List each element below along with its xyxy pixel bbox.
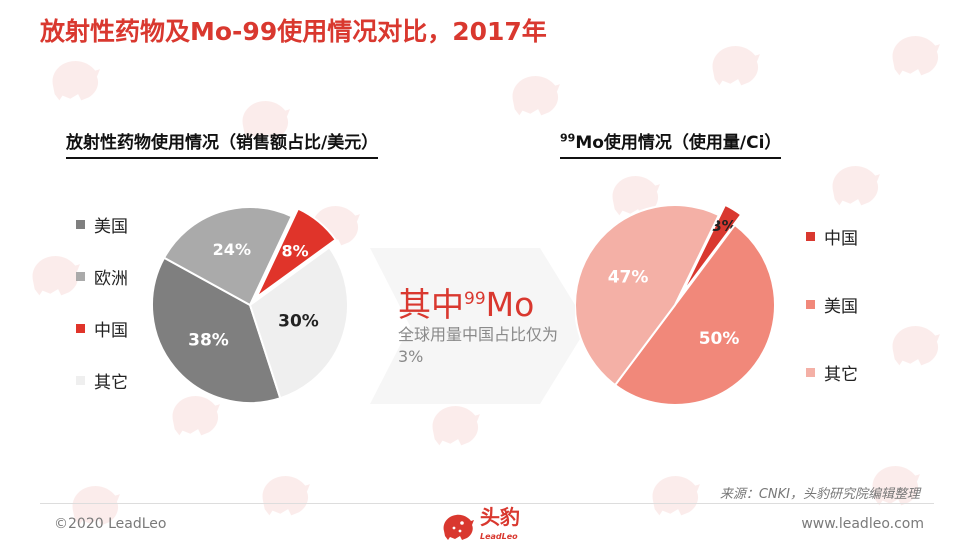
watermark-logo-icon bbox=[420, 400, 490, 454]
pie-data-label-2: 47% bbox=[608, 267, 649, 287]
legend2-label-other: 其它 bbox=[824, 364, 858, 385]
watermark-logo-icon bbox=[700, 40, 770, 94]
pie-slice-3 bbox=[248, 245, 349, 400]
legend2-label-usa: 美国 bbox=[824, 296, 858, 317]
legend-item-europe: 欧洲 bbox=[76, 264, 128, 289]
legend2-item-other: 其它 bbox=[806, 360, 858, 385]
legend2-swatch-other bbox=[806, 367, 815, 377]
copyright: ©2020 LeadLeo bbox=[54, 516, 167, 532]
right-chart-title: 99Mo使用情况（使用量/Ci） bbox=[560, 128, 782, 159]
left-pie-chart: 38% 24% 8% 30% bbox=[151, 206, 349, 404]
pie-data-label-2: 8% bbox=[282, 241, 309, 260]
watermark-logo-icon bbox=[880, 320, 950, 374]
pie-slice-0 bbox=[151, 256, 282, 404]
pie-data-label-1: 50% bbox=[699, 329, 740, 349]
website-link[interactable]: www.leadleo.com bbox=[801, 516, 924, 532]
legend2-label-china: 中国 bbox=[824, 228, 858, 249]
watermark-logo-icon bbox=[820, 160, 890, 214]
callout-main: 其中99Mo bbox=[398, 278, 534, 326]
legend-item-other: 其它 bbox=[76, 368, 128, 393]
legend-swatch-other bbox=[76, 375, 85, 385]
pie-data-label-0: 38% bbox=[188, 330, 229, 350]
legend-item-china: 中国 bbox=[76, 316, 128, 341]
legend-item-usa: 美国 bbox=[76, 212, 128, 237]
legend2-swatch-china bbox=[806, 231, 815, 241]
watermark-logo-icon bbox=[40, 55, 110, 109]
logo-text-block: 头豹 LeadLeo bbox=[480, 507, 520, 547]
pie-slice-1 bbox=[162, 206, 294, 307]
legend-label-china: 中国 bbox=[94, 320, 128, 341]
callout-arrow-shape bbox=[370, 248, 588, 404]
footer-divider bbox=[40, 503, 934, 504]
leopard-logo-icon bbox=[443, 514, 474, 540]
pie-slice-1 bbox=[613, 223, 776, 406]
watermark-logo-icon bbox=[640, 470, 710, 524]
right-chart-title-text: Mo使用情况（使用量/Ci） bbox=[575, 133, 782, 153]
pie-slice-2 bbox=[575, 204, 721, 387]
callout-main-text: 其中 bbox=[398, 285, 464, 324]
page-title: 放射性药物及Mo-99使用情况对比，2017年 bbox=[40, 17, 547, 46]
legend-swatch-china bbox=[76, 323, 85, 333]
source-note: 来源：CNKI，头豹研究院编辑整理 bbox=[719, 487, 920, 502]
callout-main-suffix: Mo bbox=[485, 285, 535, 324]
legend-label-other: 其它 bbox=[94, 372, 128, 393]
callout-sub: 全球用量中国占比仅为3% bbox=[398, 325, 559, 366]
watermark-logo-icon bbox=[500, 70, 570, 124]
right-pie-chart: 3%50%47% bbox=[575, 203, 776, 406]
right-chart-title-sup: 99 bbox=[560, 131, 576, 145]
pie-slice-2 bbox=[255, 207, 338, 299]
logo-sub: LeadLeo bbox=[480, 532, 518, 541]
legend2-item-usa: 美国 bbox=[806, 292, 858, 317]
left-chart-title: 放射性药物使用情况（销售额占比/美元） bbox=[66, 128, 379, 159]
footer-logo: 头豹 LeadLeo bbox=[440, 507, 540, 547]
legend-swatch-usa bbox=[76, 219, 85, 229]
legend2-item-china: 中国 bbox=[806, 224, 858, 249]
legend-label-europe: 欧洲 bbox=[94, 268, 128, 289]
callout: 其中99Mo 全球用量中国占比仅为3% bbox=[370, 248, 588, 404]
legend-swatch-europe bbox=[76, 271, 85, 281]
logo-text: 头豹 bbox=[480, 505, 520, 529]
pie-data-label-3: 30% bbox=[278, 312, 319, 332]
legend2-swatch-usa bbox=[806, 299, 815, 309]
callout-main-sup: 99 bbox=[464, 289, 486, 309]
watermark-logo-icon bbox=[250, 470, 320, 524]
legend-label-usa: 美国 bbox=[94, 216, 128, 237]
watermark-logo-icon bbox=[880, 30, 950, 84]
pie-slice-0 bbox=[680, 203, 743, 296]
pie-data-label-1: 24% bbox=[213, 240, 251, 259]
